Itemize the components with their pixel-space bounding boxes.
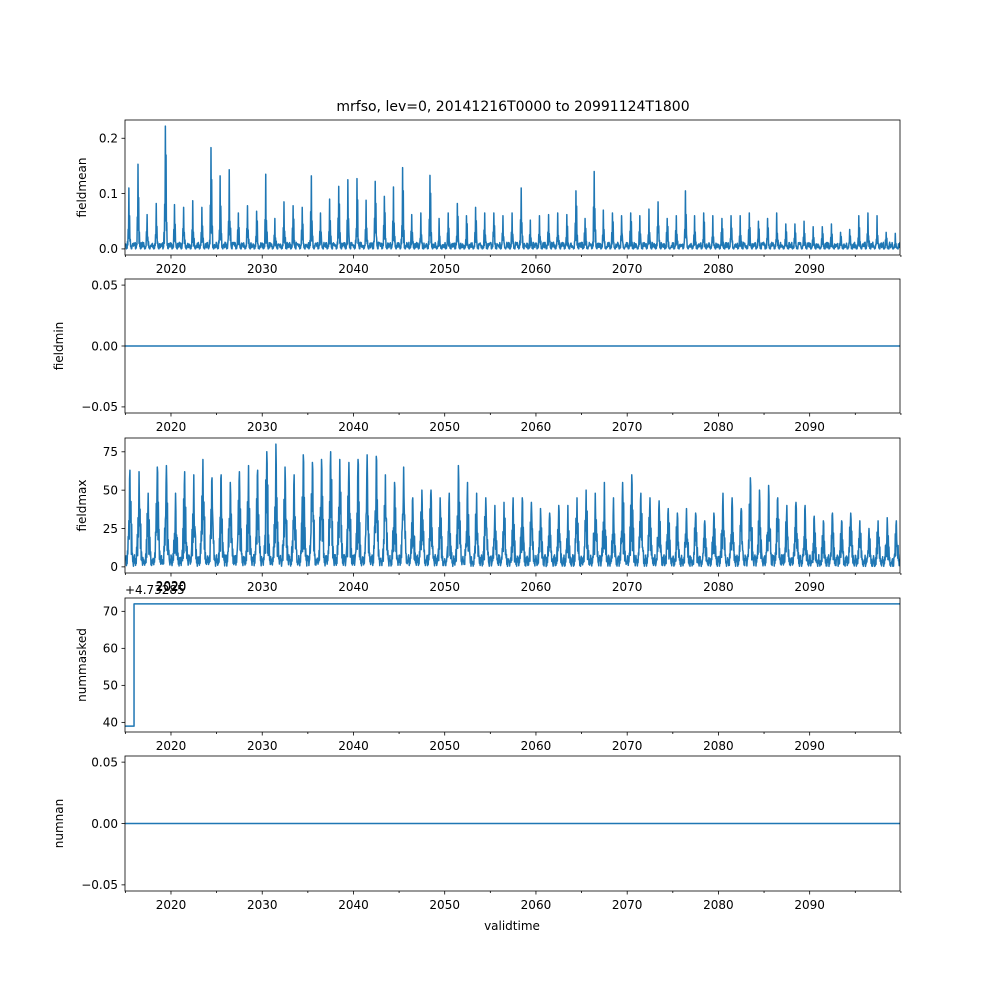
x-tick-label: 2070 xyxy=(612,739,643,753)
x-tick-label-overlap: 2020 xyxy=(156,579,187,593)
y-tick-label: 50 xyxy=(103,679,118,693)
y-tick-label: 0.05 xyxy=(91,755,118,769)
y-axis-label: fieldmin xyxy=(52,322,66,371)
x-tick-label: 2070 xyxy=(612,898,643,912)
x-tick-label: 2060 xyxy=(521,739,552,753)
x-tick-label: 2030 xyxy=(247,262,278,276)
x-tick-label: 2080 xyxy=(703,739,734,753)
y-axis-label: fieldmean xyxy=(75,158,89,218)
x-tick-label: 2030 xyxy=(247,898,278,912)
x-tick-label: 2090 xyxy=(794,739,825,753)
series-line xyxy=(125,125,900,250)
y-tick-label: 0.2 xyxy=(99,132,118,146)
x-tick-label: 2030 xyxy=(247,420,278,434)
x-tick-label: 2070 xyxy=(612,580,643,594)
y-tick-label: 70 xyxy=(103,605,118,619)
panel-fieldmin: 2020 2030 2040 2050 2060 2070 2080 2090 −0.05 0.0… xyxy=(52,278,902,434)
axes-frame xyxy=(124,278,901,414)
panel-fieldmax: 2020 2030 2040 2050 2060 2070 2080 2090 0 25 50 75 f… xyxy=(75,437,902,594)
x-tick-label: 2090 xyxy=(794,420,825,434)
x-tick-label: 2050 xyxy=(429,898,460,912)
series-line xyxy=(125,603,900,727)
x-tick-label: 2020 xyxy=(156,262,187,276)
x-axis-label: validtime xyxy=(484,919,540,933)
x-tick-label: 2020 xyxy=(156,580,187,594)
x-tick-label: 2040 xyxy=(338,739,369,753)
y-tick-label: 0 xyxy=(110,560,118,574)
x-tick-label: 2070 xyxy=(612,420,643,434)
y-tick-label: 50 xyxy=(103,483,118,497)
axes-frame xyxy=(124,755,901,892)
x-tick-label: 2080 xyxy=(703,580,734,594)
x-tick-label: 2060 xyxy=(521,898,552,912)
axes-frame xyxy=(124,597,901,733)
x-tick-label: 2090 xyxy=(794,580,825,594)
x-tick-label: 2030 xyxy=(247,580,278,594)
x-tick-label: 2040 xyxy=(338,898,369,912)
x-tick-label: 2050 xyxy=(429,262,460,276)
x-tick-label: 2080 xyxy=(703,898,734,912)
x-tick-label: 2060 xyxy=(521,262,552,276)
y-axis-label: fieldmax xyxy=(75,479,89,531)
panel-fieldmean: 2020 2030 2040 2050 2060 2070 2080 2090 0.0 0.1 0.… xyxy=(75,119,902,276)
y-tick-label: 0.1 xyxy=(99,187,118,201)
x-tick-label: 2050 xyxy=(429,580,460,594)
series-line xyxy=(125,443,900,568)
x-tick-label: 2080 xyxy=(703,262,734,276)
y-axis-label: nummasked xyxy=(75,628,89,702)
x-tick-label: 2050 xyxy=(429,739,460,753)
x-tick-label: 2060 xyxy=(521,420,552,434)
x-tick-label: 2070 xyxy=(612,262,643,276)
y-tick-label: 60 xyxy=(103,642,118,656)
y-tick-label: −0.05 xyxy=(81,400,118,414)
x-tick-label: 2090 xyxy=(794,262,825,276)
x-tick-label: 2060 xyxy=(521,580,552,594)
y-tick-label: 0.0 xyxy=(99,242,118,256)
x-tick-label: 2040 xyxy=(338,262,369,276)
x-tick-label: 2020 xyxy=(156,420,187,434)
x-tick-label: 2080 xyxy=(703,420,734,434)
panel-numnan: 2020 2030 2040 2050 2060 2070 2080 2090 −0.05 0.0… xyxy=(52,755,902,912)
x-tick-label: 2050 xyxy=(429,420,460,434)
chart-title: mrfso, lev=0, 20141216T0000 to 20991124T… xyxy=(336,99,689,115)
y-tick-label: 0.00 xyxy=(91,339,118,353)
axes-frame xyxy=(124,119,901,256)
panels: 2020 2030 2040 2050 2060 2070 2080 2090 0.0 0.1 0.… xyxy=(52,119,902,912)
y-tick-label: 0.05 xyxy=(91,278,118,292)
y-offset-label: +4.73285 xyxy=(125,583,185,597)
y-axis-label: numnan xyxy=(52,799,66,848)
x-tick-label: 2030 xyxy=(247,739,278,753)
y-tick-label: 40 xyxy=(103,716,118,730)
y-tick-label: 25 xyxy=(103,522,118,536)
x-tick-label: 2040 xyxy=(338,420,369,434)
y-tick-label: 0.00 xyxy=(91,817,118,831)
x-tick-label: 2020 xyxy=(156,898,187,912)
x-tick-label: 2020 xyxy=(156,739,187,753)
y-tick-label: −0.05 xyxy=(81,878,118,892)
panel-nummasked: 2020 2030 2040 2050 2060 2070 2080 2090 40 50 60 70… xyxy=(75,579,902,753)
x-tick-label: 2040 xyxy=(338,580,369,594)
axes-frame xyxy=(124,437,901,574)
y-tick-label: 75 xyxy=(103,445,118,459)
x-tick-label: 2090 xyxy=(794,898,825,912)
